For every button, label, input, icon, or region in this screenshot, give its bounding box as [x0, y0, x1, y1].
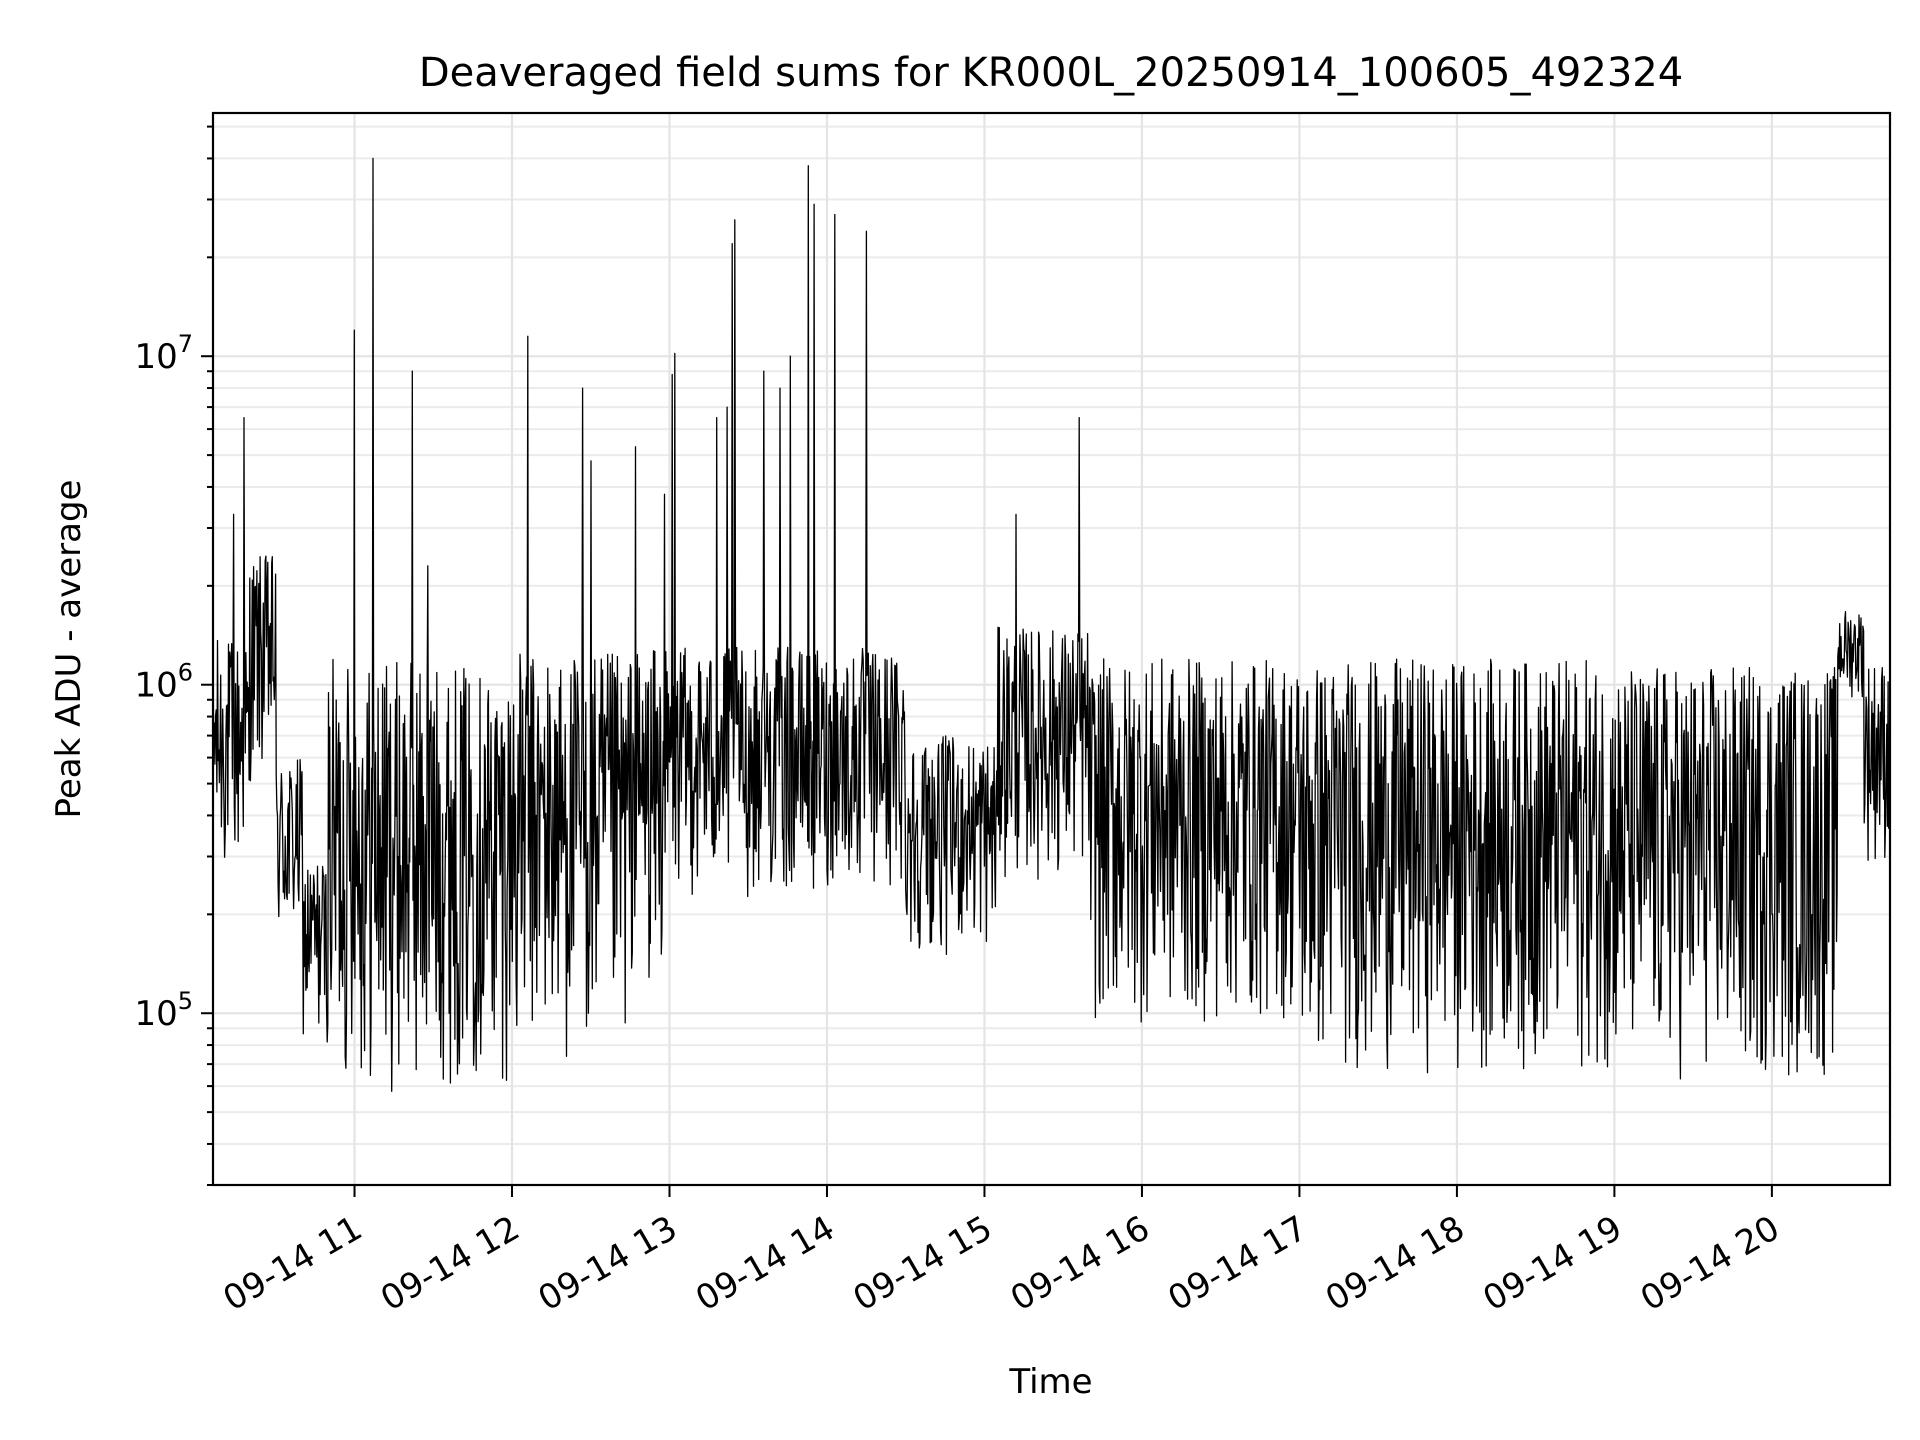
x-tick-label: 09-14 17 — [1162, 1208, 1314, 1319]
y-tick-label: 105 — [134, 987, 193, 1034]
x-tick-label: 09-14 18 — [1319, 1208, 1471, 1319]
x-tick-label: 09-14 13 — [532, 1208, 684, 1319]
x-tick-label: 09-14 12 — [374, 1208, 526, 1319]
plot-frame — [211, 111, 1892, 1187]
x-tick-label: 09-14 15 — [847, 1208, 999, 1319]
x-tick-label: 09-14 20 — [1634, 1208, 1786, 1319]
x-axis-label: Time — [1008, 1362, 1092, 1402]
y-axis-label: Peak ADU - average — [49, 480, 89, 819]
series-line — [212, 157, 1891, 1092]
x-tick-label: 09-14 11 — [217, 1208, 369, 1319]
x-tick-label: 09-14 16 — [1004, 1208, 1156, 1319]
x-tick-label: 09-14 14 — [689, 1208, 841, 1319]
y-tick-label: 106 — [134, 659, 193, 706]
y-tick-label: 107 — [134, 330, 193, 377]
x-tick-label: 09-14 19 — [1477, 1208, 1629, 1319]
chart-title: Deaveraged field sums for KR000L_2025091… — [419, 50, 1683, 96]
grid-lines — [213, 113, 1890, 1186]
